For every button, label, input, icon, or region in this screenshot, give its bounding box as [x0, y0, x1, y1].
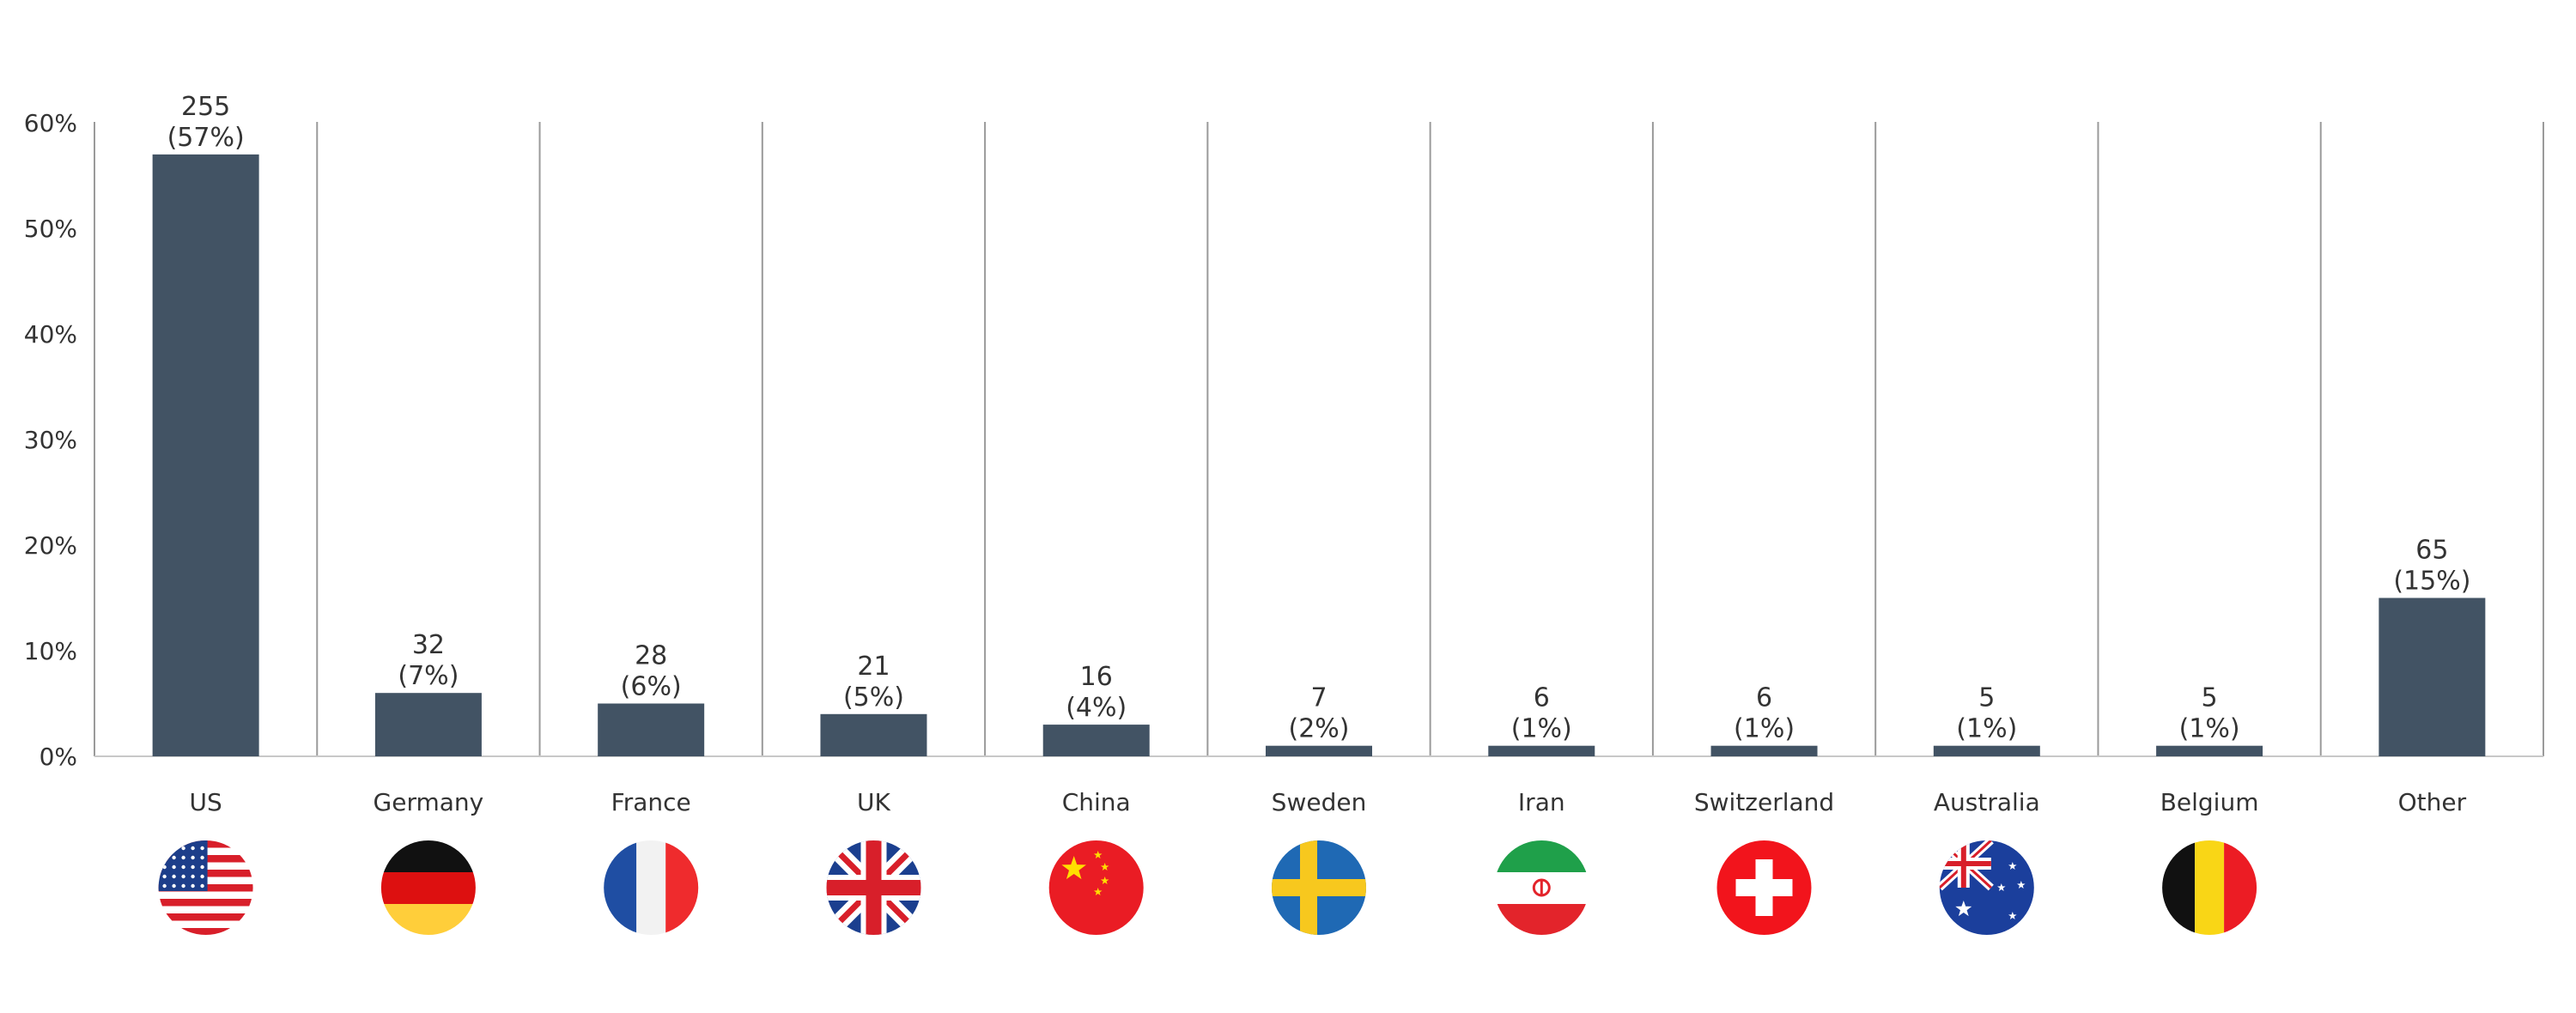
bar-count-label: 5 [1978, 683, 1995, 713]
category-label: Germany [374, 788, 484, 816]
category-label: Belgium [2160, 788, 2259, 816]
bar-percent-label: (6%) [621, 672, 682, 702]
bar-count-label: 65 [2415, 536, 2448, 566]
france-flag-icon [604, 840, 699, 935]
category-label: France [611, 788, 691, 816]
bar [598, 703, 705, 756]
category-label: UK [857, 788, 890, 816]
bar-count-label: 32 [412, 630, 445, 660]
bar-count-label: 255 [181, 92, 230, 122]
bar-percent-label: (4%) [1066, 693, 1127, 723]
bar-percent-label: (1%) [1956, 714, 2017, 744]
category-label: China [1062, 788, 1131, 816]
bar-count-label: 28 [635, 641, 667, 671]
bar [1710, 745, 1818, 756]
australia-flag-icon [1939, 840, 2034, 935]
bar-count-label: 7 [1310, 683, 1327, 713]
bar-percent-label: (1%) [1734, 714, 1795, 744]
bar-count-label: 5 [2202, 683, 2218, 713]
category-label: Other [2398, 788, 2467, 816]
bar-percent-label: (2%) [1288, 714, 1349, 744]
bar [2379, 597, 2486, 756]
germany-flag-icon [380, 840, 476, 935]
bar [1266, 745, 1372, 756]
bar-count-label: 6 [1534, 683, 1550, 713]
y-tick-label: 40% [24, 320, 77, 349]
bar [820, 713, 927, 756]
bar-count-label: 21 [857, 652, 890, 682]
belgium-flag-icon [2162, 840, 2257, 935]
bar-percent-label: (1%) [2179, 714, 2240, 744]
y-tick-label: 10% [24, 637, 77, 665]
y-tick-label: 20% [24, 531, 77, 560]
bar [1042, 725, 1150, 756]
bar-percent-label: (1%) [1511, 714, 1572, 744]
y-tick-label: 50% [24, 215, 77, 243]
bar [152, 154, 259, 756]
category-label: Australia [1934, 788, 2040, 816]
bar-percent-label: (15%) [2393, 567, 2470, 597]
switzerland-flag-icon [1716, 840, 1812, 935]
china-flag-icon [1048, 840, 1144, 935]
bar-percent-label: (57%) [167, 123, 245, 153]
bar [1488, 745, 1595, 756]
sweden-flag-icon [1272, 840, 1366, 935]
bar [2156, 745, 2263, 756]
uk-flag-icon [826, 840, 921, 935]
bar-percent-label: (7%) [398, 661, 459, 691]
bar-percent-label: (5%) [843, 682, 904, 713]
bar-count-label: 16 [1080, 662, 1113, 692]
y-tick-label: 60% [24, 109, 77, 137]
iran-flag-icon [1494, 840, 1589, 935]
category-label: Sweden [1272, 788, 1367, 816]
category-label: US [189, 788, 222, 816]
y-tick-label: 0% [39, 743, 77, 771]
y-tick-label: 30% [24, 426, 77, 454]
category-label: Switzerland [1694, 788, 1834, 816]
bar [374, 693, 482, 756]
us-flag-icon [158, 840, 253, 935]
category-label: Iran [1518, 788, 1565, 816]
bar-count-label: 6 [1756, 683, 1772, 713]
bar [1933, 745, 2040, 756]
